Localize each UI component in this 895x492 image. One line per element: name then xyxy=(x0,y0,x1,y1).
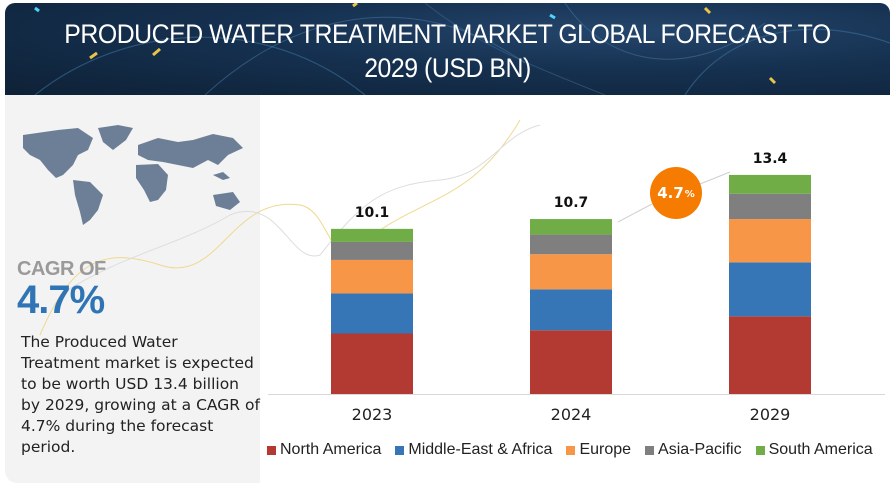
legend-label: North America xyxy=(280,441,382,458)
bar-segment-asia-pacific-2023 xyxy=(331,241,413,260)
x-tick-label-2029: 2029 xyxy=(750,405,791,424)
legend-item-north-america: North America xyxy=(267,441,381,459)
x-tick-labels-group: 2023 2024 2029 xyxy=(352,405,791,424)
bar-segment-south-america-2029 xyxy=(729,174,811,194)
bar-segment-middle-east-africa-2023 xyxy=(331,293,413,334)
title-line-1: PRODUCED WATER TREATMENT MARKET GLOBAL F… xyxy=(64,19,831,49)
total-labels-group: 10.1 10.7 13.4 xyxy=(355,151,788,221)
bar-segment-north-america-2023 xyxy=(331,333,413,394)
bar-segment-south-america-2024 xyxy=(530,219,612,235)
cagr-badge-value: 4.7 xyxy=(657,184,684,202)
cagr-label: CAGR OF xyxy=(17,258,106,280)
legend-label: Middle-East & Africa xyxy=(408,441,553,458)
bars-group xyxy=(331,174,811,394)
legend-label: Asia-Pacific xyxy=(658,441,742,458)
decorative-lines-icon xyxy=(34,3,890,95)
bar-segment-middle-east-africa-2029 xyxy=(729,262,811,317)
decorative-curves-icon xyxy=(39,119,541,336)
bar-segment-north-america-2029 xyxy=(729,316,811,394)
legend-swatch-icon xyxy=(395,445,405,455)
bar-segment-europe-2029 xyxy=(729,219,811,263)
world-map-icon xyxy=(23,125,243,225)
cagr-value: 4.7% xyxy=(17,278,105,322)
header-banner: PRODUCED WATER TREATMENT MARKET GLOBAL F… xyxy=(5,3,890,95)
bar-segment-south-america-2023 xyxy=(331,228,413,242)
total-label-2029: 13.4 xyxy=(753,151,788,167)
bar-segment-europe-2023 xyxy=(331,259,413,294)
legend-item-europe: Europe xyxy=(566,441,631,459)
legend-swatch-icon xyxy=(267,445,276,455)
x-tick-label-2023: 2023 xyxy=(352,405,393,424)
bar-segment-europe-2024 xyxy=(530,254,612,290)
cagr-connector-left xyxy=(617,203,653,223)
cagr-badge-unit: % xyxy=(684,189,695,200)
bar-segment-asia-pacific-2024 xyxy=(530,234,612,255)
legend-label: South America xyxy=(768,441,873,458)
legend-item-south-america: South America xyxy=(755,441,873,459)
chart-legend: North America Middle-East & Africa Europe A… xyxy=(267,440,887,460)
legend-item-middle-east-africa: Middle-East & Africa xyxy=(395,441,552,459)
total-label-2024: 10.7 xyxy=(554,195,589,211)
cagr-badge: 4.7% xyxy=(650,167,702,219)
cagr-connector-right xyxy=(699,171,731,185)
legend-swatch-icon xyxy=(755,445,765,455)
legend-label: Europe xyxy=(579,441,632,458)
page-title: PRODUCED WATER TREATMENT MARKET GLOBAL F… xyxy=(40,17,854,85)
market-description: The Produced Water Treatment market is e… xyxy=(21,333,260,456)
total-label-2023: 10.1 xyxy=(355,205,390,221)
bar-segment-asia-pacific-2029 xyxy=(729,193,811,220)
bar-segment-north-america-2024 xyxy=(530,330,612,394)
legend-item-asia-pacific: Asia-Pacific xyxy=(645,441,742,459)
legend-swatch-icon xyxy=(566,445,576,455)
title-line-2: 2029 (USD BN) xyxy=(364,53,531,83)
x-tick-label-2024: 2024 xyxy=(551,405,592,424)
bar-segment-middle-east-africa-2024 xyxy=(530,289,612,331)
legend-swatch-icon xyxy=(645,445,655,455)
